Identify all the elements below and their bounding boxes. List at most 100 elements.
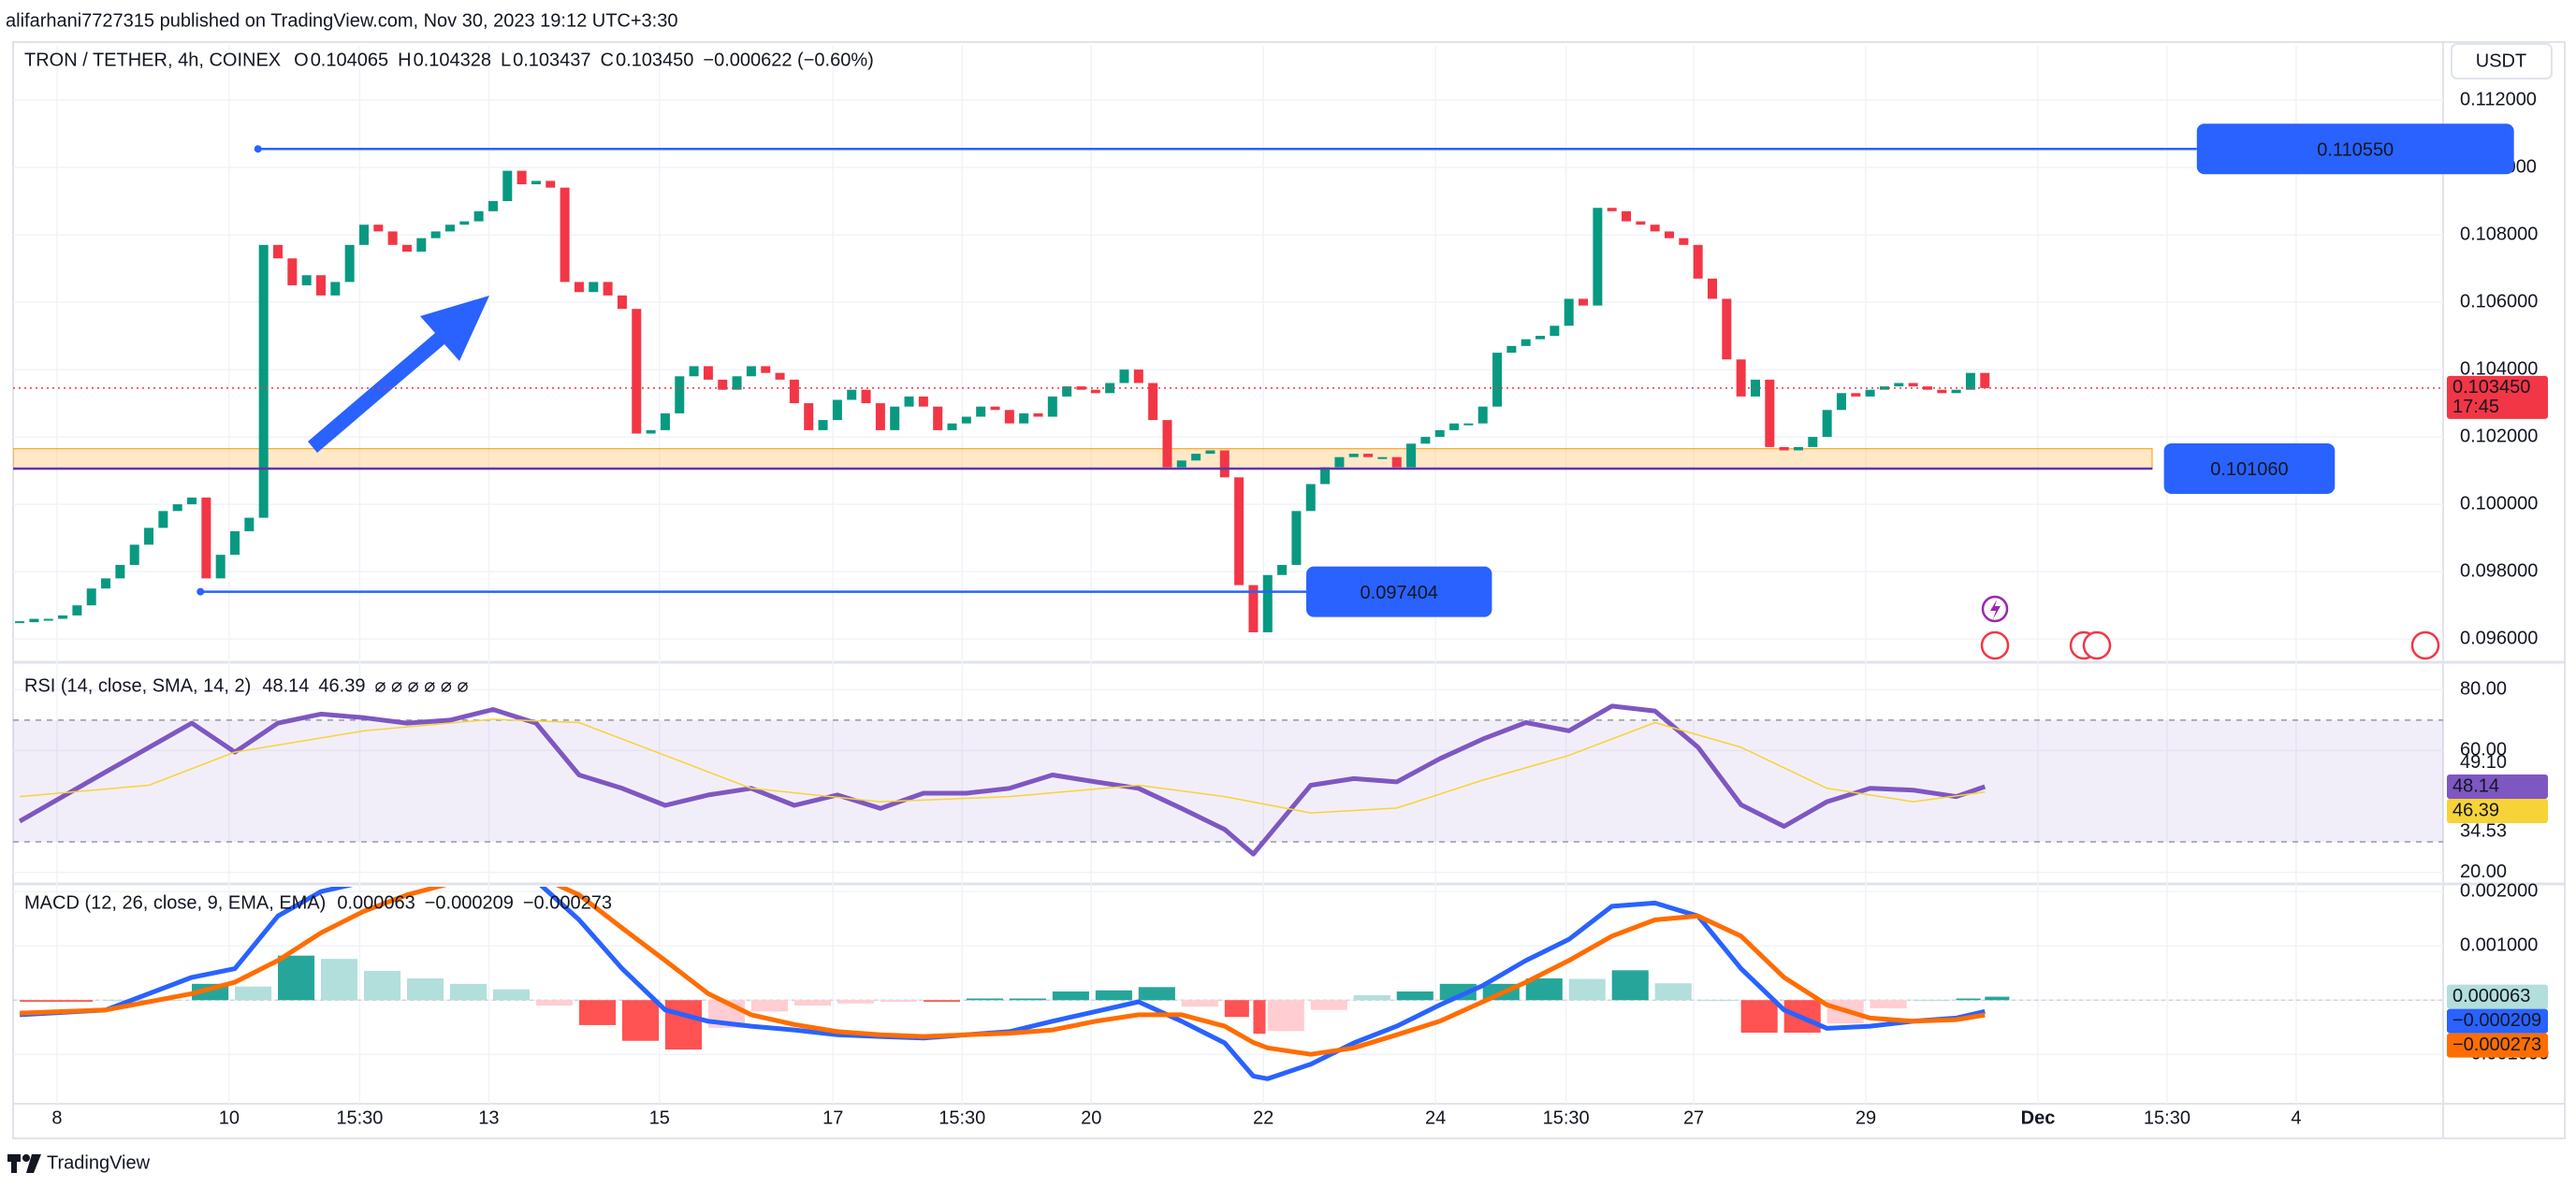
candle: [1607, 208, 1617, 211]
indicator-badge-bg: [2447, 774, 2548, 800]
currency-button[interactable]: [2451, 43, 2553, 80]
histogram-bar: [535, 1000, 574, 1006]
histogram-bar: [578, 1000, 617, 1025]
logo-part: [7, 1154, 21, 1162]
x-tick-label: 15:30: [336, 1107, 383, 1128]
candle: [1492, 353, 1503, 407]
histogram-bar: [1913, 1000, 1950, 1002]
brand-logo: [7, 1154, 41, 1173]
candle: [976, 406, 986, 417]
x-tick-label: 22: [1253, 1107, 1273, 1128]
histogram-bar: [1568, 978, 1606, 1001]
x-tick-label: 15:30: [1543, 1107, 1590, 1128]
candle: [1865, 389, 1875, 397]
candle: [1219, 450, 1230, 478]
x-tick-label: 27: [1683, 1107, 1704, 1128]
candle: [502, 170, 513, 202]
logo-part: [22, 1154, 30, 1162]
candle: [1836, 393, 1846, 411]
indicator-title: RSI (14, close, SMA, 14, 2): [24, 675, 251, 696]
candle: [789, 379, 799, 404]
candle: [1722, 298, 1732, 360]
histogram-bar: [1740, 1000, 1778, 1034]
candle: [1822, 410, 1832, 438]
y-tick-label: 0.002000: [2460, 881, 2538, 902]
histogram-bar: [1253, 1000, 1266, 1035]
histogram-bar: [106, 1000, 180, 1002]
ohlc-key: H: [398, 50, 411, 70]
histogram-bar: [406, 978, 444, 1001]
ohlc-key: L: [501, 50, 511, 70]
candle: [1793, 446, 1803, 451]
candle: [775, 372, 785, 380]
candle: [804, 403, 814, 430]
candle: [1679, 238, 1689, 245]
indicator-line: [18, 703, 1987, 857]
candle: [1334, 456, 1345, 468]
histogram-bar: [1611, 970, 1649, 1001]
histogram-bar: [492, 989, 531, 1001]
y-tick-label: 0.102000: [2460, 426, 2538, 446]
event-icon: [2082, 630, 2112, 660]
candle: [689, 366, 699, 377]
price-badge: 0.103450: [2452, 377, 2530, 398]
candle: [832, 399, 842, 421]
level-anchor: [196, 587, 205, 596]
indicator-badge: −0.000273: [2452, 1035, 2541, 1055]
candle: [1133, 369, 1143, 384]
candle: [1277, 564, 1288, 575]
histogram-bar: [20, 1000, 94, 1002]
candle: [1851, 393, 1861, 397]
histogram-bar: [750, 1000, 788, 1012]
indicator-value: 0.000063: [337, 892, 415, 913]
support-zone: [13, 448, 2153, 470]
frame: [12, 41, 2566, 1139]
y-tick-label: 80.00: [2460, 679, 2507, 700]
candle: [244, 517, 255, 531]
currency-label[interactable]: USDT: [2476, 51, 2526, 71]
histogram-bar: [793, 1000, 831, 1006]
candle: [1908, 383, 1918, 387]
indicator-badge: 48.14: [2452, 775, 2499, 796]
ohlc-value: 0.103450: [616, 50, 693, 70]
candle: [1363, 454, 1374, 457]
y-tick-label: 60.00: [2460, 740, 2507, 760]
indicator-badge-bg: [2447, 1033, 2548, 1058]
histogram-bar: [880, 1000, 917, 1002]
candle: [401, 244, 412, 253]
candle: [1477, 406, 1488, 424]
histogram-bar: [1267, 1000, 1304, 1032]
candle: [1707, 278, 1717, 299]
candle: [1434, 429, 1445, 438]
published-note: alifarhani7727315 published on TradingVi…: [6, 10, 677, 31]
candle: [890, 406, 900, 430]
candle: [1449, 423, 1460, 430]
candle: [718, 379, 728, 390]
histogram-bar: [837, 1000, 874, 1004]
candle: [1564, 298, 1574, 326]
histogram-bar: [1138, 987, 1175, 1001]
ohlc-value: 0.103437: [513, 50, 590, 70]
histogram-bar: [1052, 991, 1089, 1001]
candle: [1248, 585, 1259, 632]
x-tick-label: Dec: [2021, 1107, 2056, 1128]
indicator-title: MACD (12, 26, close, 9, EMA, EMA): [24, 892, 326, 913]
indicator-badge: 46.39: [2452, 800, 2499, 820]
candle: [1234, 477, 1244, 586]
logo-part: [26, 1154, 41, 1173]
y-tick-label: 0.100000: [2460, 493, 2538, 514]
histogram-bar: [1985, 996, 2010, 1001]
candle: [488, 201, 498, 211]
candle: [387, 231, 398, 245]
indicator-badge-bg: [2447, 984, 2548, 1009]
brand-name: TradingView: [47, 1152, 151, 1173]
indicator-badge-bg: [2447, 799, 2548, 824]
level-label: 0.101060: [2210, 459, 2288, 480]
histogram-bar: [1956, 998, 1981, 1001]
y-tick-label: 0.001000: [2460, 935, 2538, 956]
histogram-bar: [1525, 978, 1563, 1001]
indicator-badge: −0.000209: [2452, 1010, 2541, 1031]
level-label-bg: [1306, 566, 1492, 617]
candle: [531, 181, 541, 185]
candle: [1808, 437, 1818, 447]
